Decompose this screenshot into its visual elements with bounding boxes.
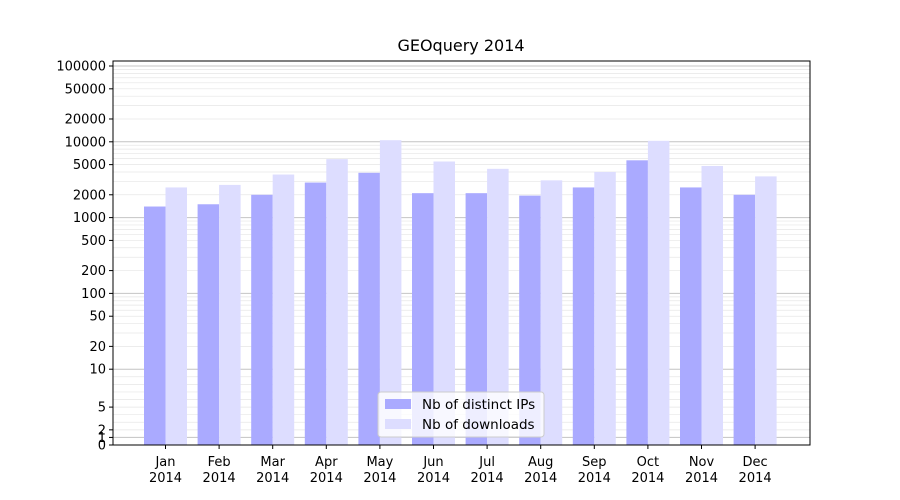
x-tick-label-year: 2014: [256, 471, 289, 486]
bar-downloads: [755, 176, 777, 445]
x-tick-label-year: 2014: [524, 471, 557, 486]
x-tick-label-year: 2014: [578, 471, 611, 486]
y-axis: 012 5 10 20 50 100 200 500 1000 2000 5000 10000 2000…: [56, 60, 113, 454]
x-tick-label-month: Apr: [315, 455, 338, 470]
x-tick-label-year: 2014: [417, 471, 450, 486]
y-tick-label: 20: [89, 340, 106, 355]
bar-distinct-ips: [680, 187, 702, 445]
y-tick-label: 1000: [73, 211, 106, 226]
y-tick-label: 500: [81, 234, 106, 249]
bar-distinct-ips: [304, 182, 327, 445]
x-tick-label-year: 2014: [471, 471, 504, 486]
bar-distinct-ips: [572, 187, 595, 445]
bar-distinct-ips: [144, 206, 166, 445]
bar-downloads: [594, 171, 616, 445]
bar-downloads: [272, 174, 295, 445]
bar-downloads: [433, 161, 455, 445]
bar-downloads: [379, 140, 402, 445]
x-tick-label-month: Mar: [260, 455, 285, 470]
legend-label: Nb of distinct IPs: [422, 397, 535, 413]
bar-distinct-ips: [358, 172, 380, 445]
legend: Nb of distinct IPs Nb of downloads: [377, 391, 545, 438]
x-tick-label-month: Nov: [689, 455, 715, 470]
bar-downloads: [487, 168, 509, 445]
x-tick-label-month: Jul: [478, 455, 495, 470]
chart-title: GEOquery 2014: [397, 36, 524, 55]
y-tick-label: 100: [81, 287, 106, 302]
bar-downloads: [219, 184, 241, 445]
y-tick-label: 100000: [56, 60, 106, 75]
legend-swatch: [385, 399, 411, 409]
y-tick-label: 2: [98, 423, 106, 438]
y-tick-label: 20000: [65, 112, 106, 127]
bar-distinct-ips: [519, 195, 541, 445]
bar-downloads: [165, 187, 187, 445]
y-tick-label: 1: [98, 431, 106, 446]
x-tick-label-year: 2014: [363, 471, 396, 486]
y-tick-label: 10000: [65, 135, 106, 150]
bar-downloads: [701, 165, 723, 445]
bar-distinct-ips: [465, 193, 488, 445]
bar-downloads: [647, 140, 670, 445]
bar-distinct-ips: [733, 194, 756, 445]
bar-distinct-ips: [412, 193, 434, 445]
y-tick-label: 50: [89, 310, 106, 325]
y-tick-label: 2000: [73, 188, 106, 203]
x-axis: Jan2014Feb2014Mar2014Apr2014May2014Jun20…: [149, 445, 772, 486]
x-tick-label-month: Aug: [528, 455, 553, 470]
x-tick-label-year: 2014: [310, 471, 343, 486]
x-tick-label-month: Dec: [743, 455, 768, 470]
legend-swatch: [385, 419, 411, 429]
bars: [144, 140, 777, 445]
x-tick-label-month: May: [366, 455, 393, 470]
x-tick-label-month: Jan: [154, 455, 175, 470]
legend-label: Nb of downloads: [422, 417, 535, 433]
x-tick-label-month: Oct: [637, 455, 659, 470]
y-tick-label: 10: [89, 363, 106, 378]
bar-distinct-ips: [251, 194, 273, 445]
x-tick-label-month: Feb: [208, 455, 231, 470]
y-tick-label: 5: [98, 401, 106, 416]
bar-distinct-ips: [626, 160, 648, 445]
y-tick-label: 50000: [65, 82, 106, 97]
x-tick-label-year: 2014: [739, 471, 772, 486]
bar-downloads: [540, 180, 563, 445]
x-tick-label-year: 2014: [149, 471, 182, 486]
x-tick-label-year: 2014: [631, 471, 664, 486]
y-tick-label: 200: [81, 264, 106, 279]
bar-downloads: [326, 159, 348, 445]
axes-frame: [112, 60, 811, 446]
x-tick-label-year: 2014: [685, 471, 718, 486]
x-tick-label-year: 2014: [203, 471, 236, 486]
y-tick-label: 0: [98, 439, 106, 454]
legend-box: [377, 391, 545, 438]
y-tick-label: 5000: [73, 158, 106, 173]
x-tick-label-month: Sep: [582, 455, 607, 470]
x-tick-label-month: Jun: [422, 455, 443, 470]
bar-distinct-ips: [197, 204, 220, 445]
